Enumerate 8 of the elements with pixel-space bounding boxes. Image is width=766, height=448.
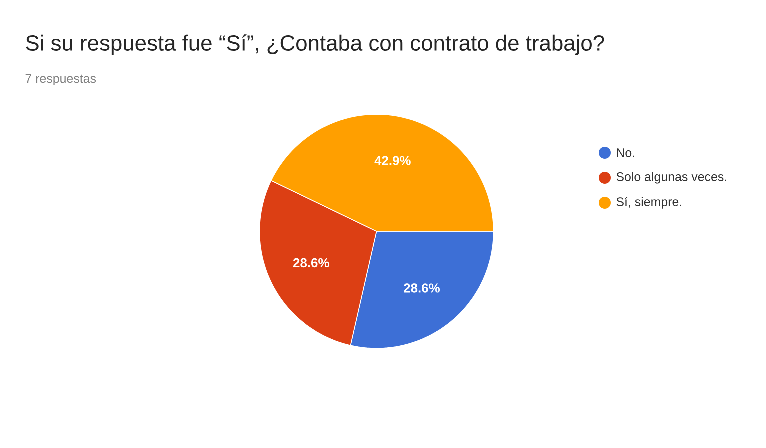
data-label: 28.6% [293,258,330,268]
legend-label: Sí, siempre. [616,197,682,209]
text: 7 respuestas [26,74,96,86]
legend-label: Solo algunas veces. [616,172,726,184]
data-label: 42.9% [374,156,411,166]
legend-label: No. [617,148,634,158]
chart-title: Si su respuesta fue “Sí”, ¿Contaba con contrato de trabajo? [26,34,604,56]
data-label: 28.6% [404,284,440,293]
